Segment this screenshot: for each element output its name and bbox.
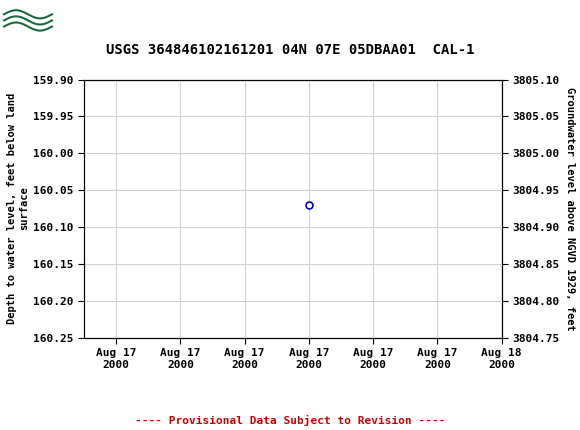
Text: ---- Provisional Data Subject to Revision ----: ---- Provisional Data Subject to Revisio… <box>135 415 445 426</box>
Y-axis label: Groundwater level above NGVD 1929, feet: Groundwater level above NGVD 1929, feet <box>565 87 575 330</box>
Text: USGS 364846102161201 04N 07E 05DBAA01  CAL-1: USGS 364846102161201 04N 07E 05DBAA01 CA… <box>106 43 474 57</box>
Y-axis label: Depth to water level, feet below land
surface: Depth to water level, feet below land su… <box>8 93 29 324</box>
Text: USGS: USGS <box>58 9 130 32</box>
Bar <box>4 3 52 38</box>
